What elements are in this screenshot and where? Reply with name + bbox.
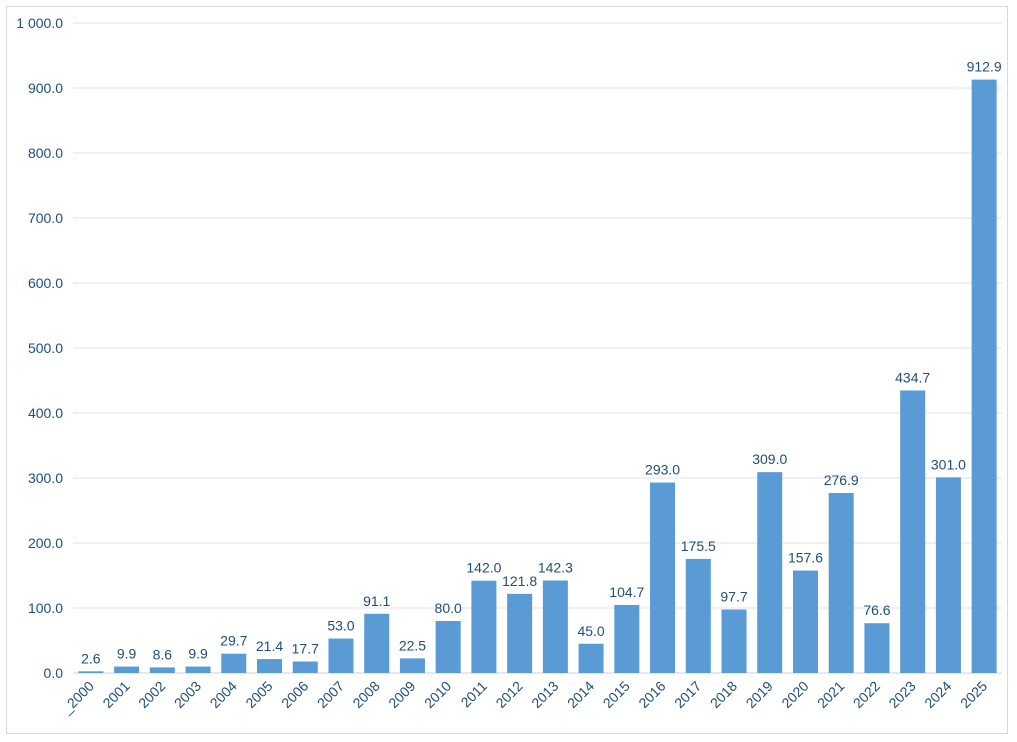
bar [292,661,318,673]
y-tick-label: 700.0 [28,210,63,226]
bar [507,593,533,673]
y-tick-label: 900.0 [28,80,63,96]
bar [757,472,783,673]
x-tick-label: 2025 [957,678,990,711]
y-tick-label: 800.0 [28,145,63,161]
data-label: 157.6 [788,550,823,566]
y-axis-tick-labels: 0.0 100.0 200.0 300.0 400.0 500.0 600.0 700.0 80… [16,15,63,681]
y-tick-label: 200.0 [28,535,63,551]
bar [971,79,997,674]
bar [257,659,283,673]
x-tick-label: 2004 [207,678,240,711]
y-tick-label: 500.0 [28,340,63,356]
bar [900,390,926,673]
data-label: 175.5 [681,538,716,554]
x-tick-label: 2013 [528,678,561,711]
data-label: 9.9 [117,646,137,662]
bar [614,604,640,673]
data-label: 53.0 [327,618,354,634]
bar [435,621,461,673]
x-tick-label: 2005 [242,678,275,711]
bar [471,580,497,673]
x-tick-label: 2015 [600,678,633,711]
x-tick-label: 2012 [492,678,525,711]
x-tick-label: 2017 [671,678,704,711]
data-label: 309.0 [752,451,787,467]
data-label: 2.6 [81,650,101,666]
data-label: 276.9 [824,472,859,488]
x-tick-label: 2010 [421,678,454,711]
y-tick-label: 300.0 [28,470,63,486]
data-label: 17.7 [292,640,319,656]
data-label: 142.3 [538,560,573,576]
data-label: 121.8 [502,573,537,589]
data-label: 142.0 [466,560,501,576]
x-tick-label: 2007 [314,678,347,711]
bar [864,623,890,673]
x-tick-label: 2023 [885,678,918,711]
data-label: 912.9 [967,59,1002,75]
bar [221,653,247,673]
data-label: 21.4 [256,638,283,654]
x-axis-tick-labels: _2000 2001 2002 2003 2004 2005 2006 2007 2008 200… [57,678,990,718]
data-label: 91.1 [363,593,390,609]
y-tick-label: 100.0 [28,600,63,616]
x-tick-label: 2009 [385,678,418,711]
data-label: 9.9 [188,646,208,662]
data-label: 8.6 [153,646,173,662]
x-tick-label: 2019 [743,678,776,711]
data-label: 45.0 [577,623,604,639]
bar [828,493,854,673]
x-tick-label: 2024 [921,678,954,711]
bar [542,580,568,673]
y-tick-label: 1 000.0 [16,15,63,31]
x-tick-label: 2014 [564,678,597,711]
bar [149,667,175,673]
x-tick-label: 2016 [635,678,668,711]
bar [328,638,354,673]
bar [650,482,676,673]
data-label: 80.0 [435,600,462,616]
data-labels: 2.6 9.9 8.6 9.9 29.7 21.4 17.7 53.0 91.1 22.5 80.0… [81,59,1002,667]
x-tick-label: 2022 [850,678,883,711]
data-label: 22.5 [399,637,426,653]
x-tick-label: _2000 [57,678,97,718]
x-tick-label: 2011 [457,678,490,711]
x-tick-label: 2008 [349,678,382,711]
bar [185,666,211,673]
data-label: 301.0 [931,456,966,472]
data-label: 76.6 [863,602,890,618]
bar [935,477,961,673]
bar [685,558,711,673]
x-tick-label: 2021 [814,678,847,711]
data-label: 104.7 [609,584,644,600]
x-tick-label: 2001 [99,678,132,711]
data-label: 434.7 [895,369,930,385]
x-tick-label: 2018 [707,678,740,711]
bar [399,658,425,673]
bar [578,643,604,673]
y-tick-label: 400.0 [28,405,63,421]
bar [792,570,818,673]
x-tick-label: 2006 [278,678,311,711]
x-tick-label: 2020 [778,678,811,711]
bar [78,671,104,673]
bar [721,609,747,673]
data-label: 97.7 [720,588,747,604]
y-tick-label: 0.0 [44,665,64,681]
y-tick-label: 600.0 [28,275,63,291]
data-label: 29.7 [220,633,247,649]
bar [364,613,390,673]
bars [78,79,997,674]
bar [114,666,140,673]
x-tick-label: 2002 [135,678,168,711]
x-tick-label: 2003 [171,678,204,711]
data-label: 293.0 [645,462,680,478]
